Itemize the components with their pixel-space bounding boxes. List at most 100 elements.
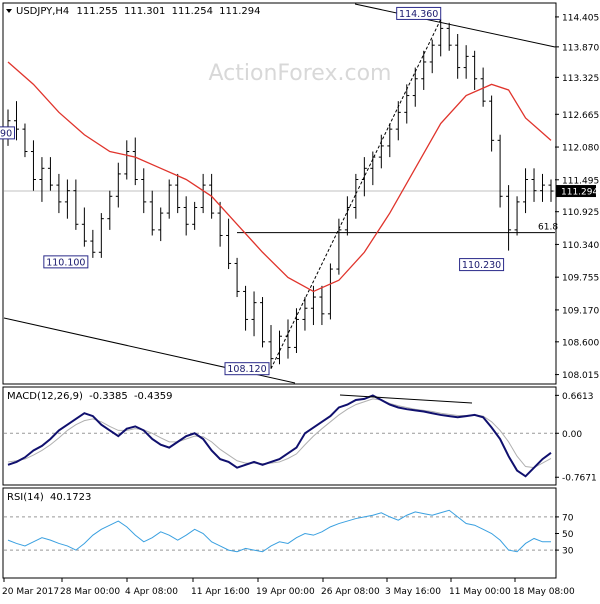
price-tick-label: 108.015 [562, 371, 599, 381]
macd-label: MACD(12,26,9) [7, 391, 83, 402]
ohlc-bar [81, 207, 87, 247]
high-value: 111.301 [124, 6, 165, 17]
rsi-title: RSI(14) 40.1723 [7, 492, 91, 503]
low-value: 111.254 [172, 6, 213, 17]
ohlc-bar [412, 67, 418, 107]
macd-title: MACD(12,26,9) -0.3385 -0.4359 [7, 391, 173, 402]
ohlc-bar [115, 162, 121, 208]
ohlc-bar [497, 134, 503, 208]
ohlc-bar [132, 137, 138, 186]
ohlc-bar [489, 95, 495, 152]
ohlc-bar [293, 308, 299, 354]
ohlc-bar [378, 134, 384, 169]
macd-tick-label: -0.7671 [562, 474, 597, 484]
price-tick-label: 109.170 [562, 306, 599, 316]
ohlc-bar [243, 285, 249, 331]
annotation-label: 108.120 [227, 364, 266, 375]
macd-trendline [339, 394, 473, 404]
x-tick-label: 28 Mar 00:00 [60, 587, 120, 597]
price-tick-label: 109.755 [562, 274, 599, 284]
price-tick-label: 114.405 [562, 13, 599, 23]
annotation-box [459, 258, 505, 272]
annotation-box [43, 255, 89, 269]
price-tag-box [556, 185, 596, 198]
ohlc-bar [523, 168, 529, 214]
ohlc-bar [141, 168, 147, 214]
ohlc-bar [90, 229, 96, 258]
x-tick-label: 18 May 08:00 [513, 587, 575, 597]
x-tick-label: 4 Apr 08:00 [125, 587, 178, 597]
ohlc-bar [344, 196, 350, 236]
ohlc-bar [285, 319, 291, 359]
price-annotation: 110.100 [43, 255, 89, 269]
chart-title: USDJPY,H4 111.255 111.301 111.254 111.29… [16, 6, 260, 17]
annotation-box [0, 126, 15, 140]
macd-tick-label: 0.6613 [562, 392, 594, 402]
ohlc-bar [251, 291, 257, 337]
x-tick-label: 3 May 16:00 [385, 587, 441, 597]
x-tick-label: 20 Mar 2017 [2, 587, 59, 597]
ohlc-bar [370, 151, 376, 186]
ohlc-bar [47, 157, 53, 191]
x-axis: 20 Mar 2017 28 Mar 00:00 4 Apr 08:00 11 Apr… [2, 578, 575, 597]
price-tick-label: 112.665 [562, 111, 599, 121]
price-tick-label: 113.870 [562, 43, 599, 53]
price-annotation: 114.360 [396, 6, 442, 20]
ohlc-bar [56, 173, 62, 214]
ohlc-bar [446, 22, 452, 51]
ohlc-bar [463, 45, 469, 79]
ohlc-bar [387, 123, 393, 158]
ohlc-bar [429, 39, 435, 74]
price-layer: 114.405 113.870 113.325 112.665 112.080 111.4… [0, 3, 599, 384]
ohlc-bar [319, 285, 325, 326]
ohlc-bar [327, 263, 333, 320]
ohlc-bar [73, 179, 79, 230]
fib-level-label: 61.8 [538, 223, 558, 233]
rsi-line [7, 509, 551, 553]
ohlc-bar [302, 297, 308, 331]
x-tick-label: 26 Apr 08:00 [321, 587, 380, 597]
macd-tick-label: 0.00 [562, 430, 582, 440]
upper-channel-line [354, 3, 556, 48]
rsi-tick-label: 50 [562, 530, 574, 540]
x-tick-label: 19 Apr 00:00 [256, 587, 315, 597]
price-tick-label: 112.080 [562, 144, 599, 154]
rsi-tick-label: 30 [562, 547, 574, 557]
annotation-label: 112.190 [0, 128, 12, 139]
macd-panel-frame [2, 386, 557, 486]
ohlc-bar [22, 123, 28, 158]
ohlc-bar [158, 207, 164, 242]
ohlc-bar [268, 325, 274, 369]
ohlc-bar [336, 218, 342, 275]
ohlc-bar [353, 173, 359, 219]
price-tick-label: 110.340 [562, 241, 599, 251]
ohlc-bar [480, 67, 486, 107]
x-tick-label: 11 May 00:00 [449, 587, 511, 597]
ohlc-bar [192, 201, 198, 230]
annotation-box [396, 6, 442, 20]
rsi-label: RSI(14) [7, 492, 44, 503]
annotation-box [224, 362, 270, 376]
ohlc-bar [175, 173, 181, 214]
ohlc-bar [166, 179, 172, 219]
ohlc-bar [64, 179, 70, 219]
ohlc-bar [514, 196, 520, 236]
price-tick-label: 110.925 [562, 208, 599, 218]
price-tag-label: 111.294 [561, 188, 598, 198]
watermark: ActionForex.com [209, 61, 392, 86]
ohlc-bar [200, 173, 206, 214]
ohlc-bar [183, 196, 189, 236]
dropdown-triangle-icon[interactable] [6, 9, 12, 13]
close-value: 111.294 [219, 6, 260, 17]
macd-line [7, 394, 552, 478]
ohlc-bar [149, 190, 155, 236]
ohlc-bar [39, 157, 45, 202]
ohlc-bar [455, 33, 461, 79]
ohlc-bar [540, 173, 546, 202]
ohlc-bar [277, 330, 282, 365]
moving-average-line [7, 61, 552, 293]
macd-signal-value: -0.4359 [134, 391, 173, 402]
ohlc-bar [234, 257, 240, 298]
